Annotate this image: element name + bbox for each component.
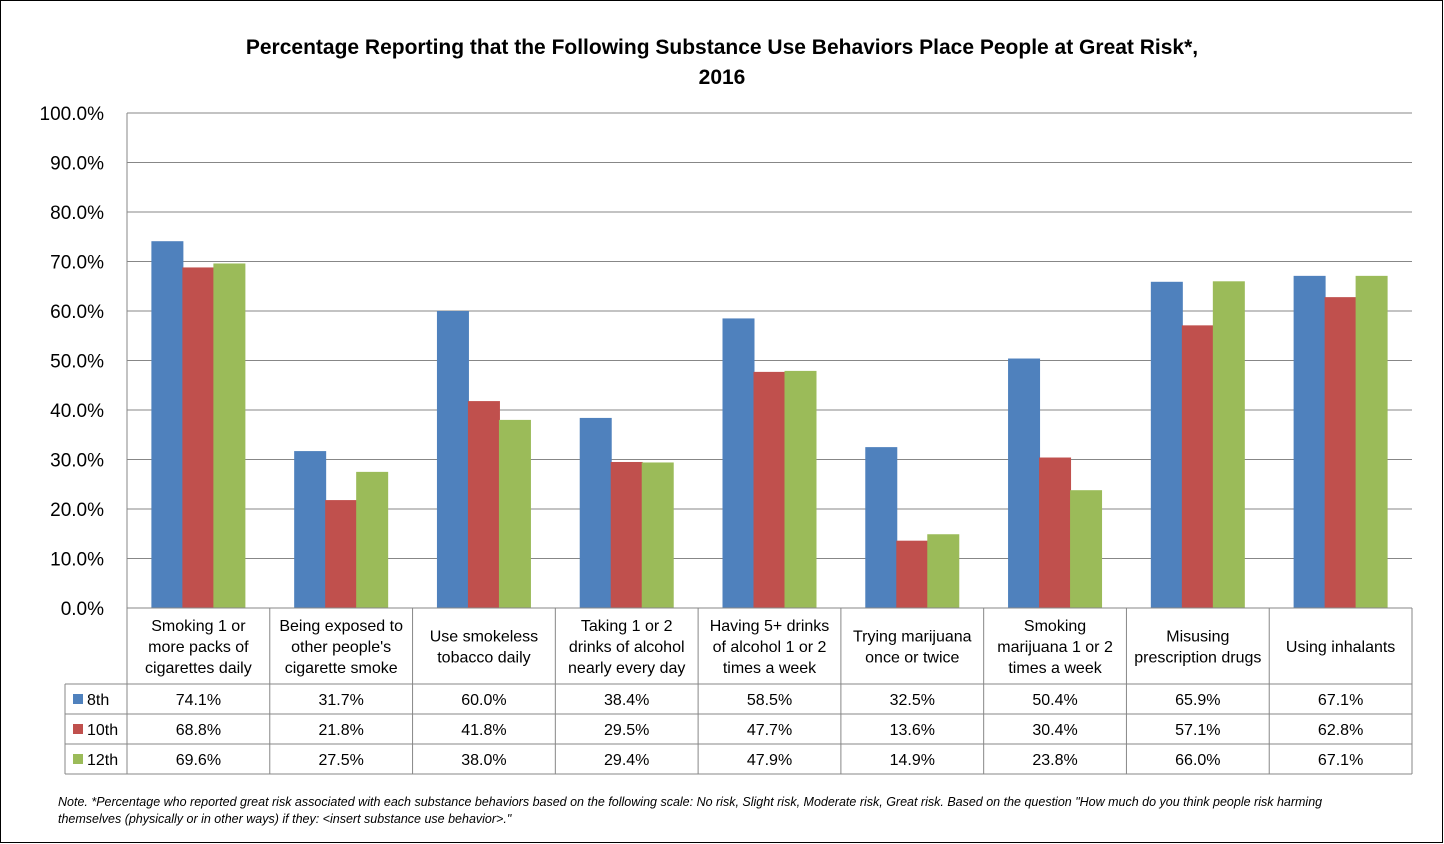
- data-label: 68.8%: [176, 722, 221, 739]
- data-label: 60.0%: [461, 692, 506, 709]
- bar-8th-1: [294, 451, 327, 608]
- bar-12th-6: [1070, 490, 1103, 608]
- category-label: marijuana 1 or 2: [997, 639, 1113, 656]
- category-label: Using inhalants: [1286, 639, 1395, 656]
- bar-12th-1: [356, 471, 389, 608]
- bar-12th-0: [213, 263, 246, 608]
- category-label: cigarette smoke: [285, 660, 398, 677]
- y-tick-label: 60.0%: [50, 302, 104, 323]
- legend-label-12th: 12th: [87, 752, 118, 769]
- data-label: 47.7%: [747, 722, 792, 739]
- category-label: cigarettes daily: [145, 660, 252, 677]
- legend-key-8th: [73, 694, 83, 704]
- bar-12th-5: [927, 534, 960, 608]
- data-label: 47.9%: [747, 752, 792, 769]
- y-tick-label: 50.0%: [50, 352, 104, 373]
- bar-12th-8: [1355, 275, 1388, 608]
- bar-10th-8: [1324, 297, 1357, 608]
- data-label: 29.5%: [604, 722, 649, 739]
- bar-10th-4: [753, 371, 786, 608]
- category-label: Use smokeless: [430, 629, 538, 646]
- category-label: Being exposed to: [279, 618, 403, 635]
- y-tick-label: 40.0%: [50, 401, 104, 422]
- bar-8th-5: [865, 447, 898, 608]
- category-label: nearly every day: [568, 660, 685, 677]
- data-label: 67.1%: [1318, 752, 1363, 769]
- data-label: 27.5%: [318, 752, 363, 769]
- data-label: 41.8%: [461, 722, 506, 739]
- bar-10th-2: [467, 401, 500, 608]
- data-label: 69.6%: [176, 752, 221, 769]
- bar-12th-4: [784, 370, 817, 608]
- category-label: once or twice: [865, 650, 959, 667]
- data-label: 66.0%: [1175, 752, 1220, 769]
- category-label: more packs of: [148, 639, 249, 656]
- data-label: 50.4%: [1032, 692, 1077, 709]
- category-label: prescription drugs: [1134, 650, 1261, 667]
- bar-8th-8: [1293, 275, 1326, 608]
- data-label: 21.8%: [318, 722, 363, 739]
- y-tick-label: 30.0%: [50, 451, 104, 472]
- y-tick-label: 100.0%: [40, 104, 105, 125]
- y-tick-label: 90.0%: [50, 154, 104, 175]
- category-label: drinks of alcohol: [569, 639, 685, 656]
- data-label: 62.8%: [1318, 722, 1363, 739]
- data-label: 31.7%: [318, 692, 363, 709]
- data-label: 23.8%: [1032, 752, 1077, 769]
- data-label: 58.5%: [747, 692, 792, 709]
- legend-key-12th: [73, 754, 83, 764]
- bar-10th-3: [610, 461, 643, 608]
- category-label: tobacco daily: [437, 650, 530, 667]
- category-label: other people's: [291, 639, 391, 656]
- bar-10th-6: [1039, 457, 1072, 608]
- bar-8th-7: [1150, 281, 1183, 608]
- category-label: Taking 1 or 2: [581, 618, 673, 635]
- bar-10th-0: [182, 267, 215, 608]
- bar-10th-7: [1181, 325, 1214, 608]
- bar-12th-3: [641, 462, 674, 608]
- bar-8th-0: [151, 241, 184, 608]
- category-label: of alcohol 1 or 2: [713, 639, 827, 656]
- legend-label-10th: 10th: [87, 722, 118, 739]
- bar-8th-2: [436, 311, 469, 608]
- y-tick-label: 70.0%: [50, 253, 104, 274]
- data-label: 13.6%: [890, 722, 935, 739]
- y-tick-label: 0.0%: [61, 599, 104, 620]
- data-label: 65.9%: [1175, 692, 1220, 709]
- legend-key-10th: [73, 724, 83, 734]
- category-label: Misusing: [1166, 629, 1229, 646]
- category-label: times a week: [723, 660, 817, 677]
- data-label: 57.1%: [1175, 722, 1220, 739]
- bar-12th-2: [498, 419, 531, 608]
- footnote: Note. *Percentage who reported great ris…: [58, 795, 1323, 826]
- chart-title-year: 2016: [698, 66, 746, 89]
- bar-10th-5: [896, 540, 929, 608]
- category-label: Smoking: [1024, 618, 1086, 635]
- data-label: 14.9%: [890, 752, 935, 769]
- legend-label-8th: 8th: [87, 692, 109, 709]
- y-tick-label: 80.0%: [50, 203, 104, 224]
- bar-12th-7: [1212, 281, 1245, 608]
- bar-8th-6: [1008, 358, 1041, 608]
- data-label: 29.4%: [604, 752, 649, 769]
- data-label: 38.4%: [604, 692, 649, 709]
- category-label: times a week: [1008, 660, 1102, 677]
- data-label: 74.1%: [176, 692, 221, 709]
- bar-8th-4: [722, 318, 755, 608]
- chart-title: Percentage Reporting that the Following …: [245, 36, 1199, 59]
- data-label: 30.4%: [1032, 722, 1077, 739]
- data-label: 32.5%: [890, 692, 935, 709]
- bar-8th-3: [579, 417, 612, 608]
- y-tick-label: 10.0%: [50, 550, 104, 571]
- data-label: 67.1%: [1318, 692, 1363, 709]
- category-label: Having 5+ drinks: [710, 618, 830, 635]
- bar-10th-1: [325, 500, 358, 608]
- y-tick-label: 20.0%: [50, 500, 104, 521]
- data-label: 38.0%: [461, 752, 506, 769]
- category-label: Trying marijuana: [853, 629, 972, 646]
- category-label: Smoking 1 or: [151, 618, 246, 635]
